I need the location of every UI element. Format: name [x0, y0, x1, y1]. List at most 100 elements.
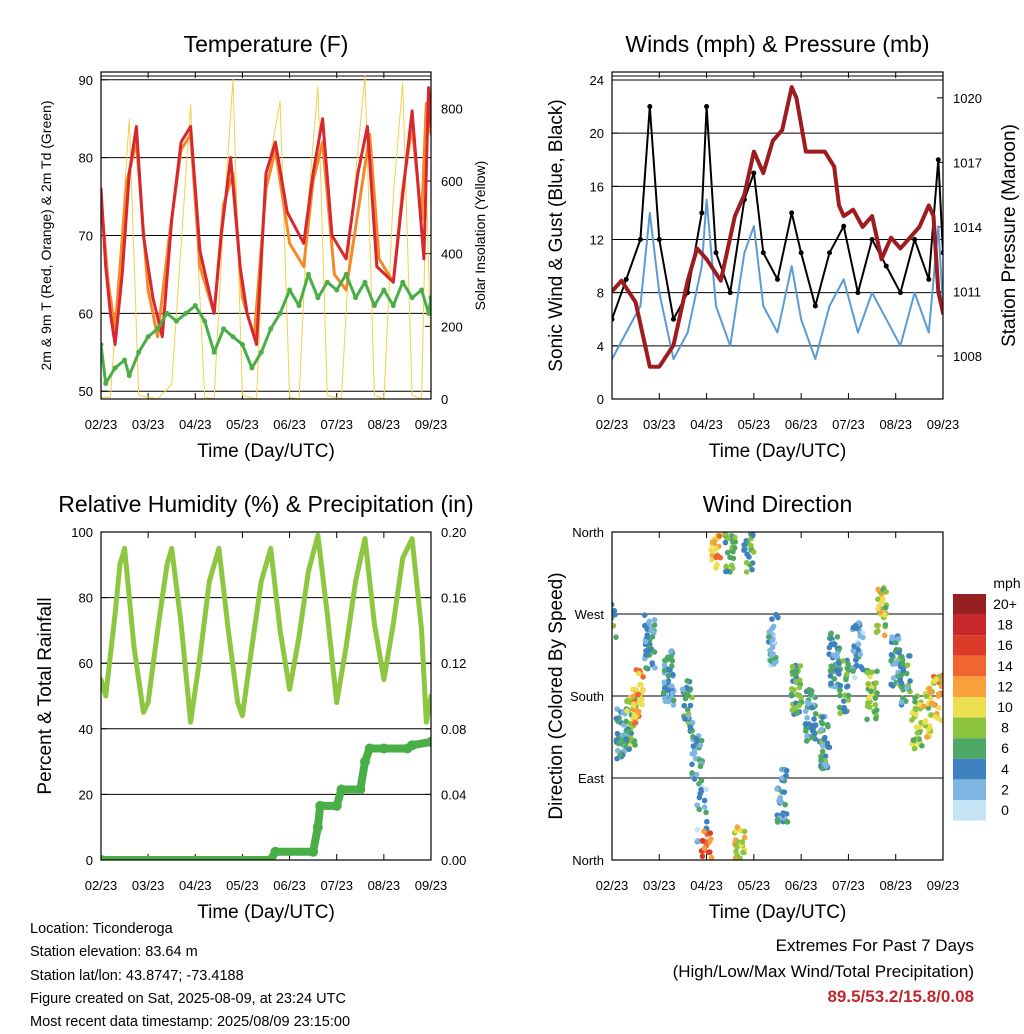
chart-panel-1: Temperature (F) Time (Day/UTC) 2m & 9m T (… [38, 31, 488, 462]
data-point [636, 700, 643, 706]
data-point [668, 683, 675, 689]
data-point [714, 561, 720, 568]
data-point [812, 722, 819, 728]
legend-swatch [953, 594, 986, 615]
x-tick-label: 05/23 [738, 417, 771, 432]
x-tick-label: 03/23 [132, 417, 165, 432]
chart-panel-3: Relative Humidity (%) & Precipitation (i… [35, 491, 474, 923]
y-axis-label: Sonic Wind & Gust (Blue, Black) [546, 99, 567, 371]
data-point [899, 654, 905, 660]
data-point [889, 635, 896, 642]
data-point [701, 797, 708, 804]
data-point [841, 223, 847, 229]
data-point [940, 683, 943, 690]
data-point [827, 673, 834, 679]
data-point [922, 719, 928, 726]
data-point [808, 704, 815, 711]
data-point [875, 596, 881, 603]
data-point [407, 740, 418, 751]
x-tick-label: 04/23 [690, 417, 723, 432]
y-right-tick-label: 0.20 [441, 525, 466, 540]
data-point [334, 287, 340, 293]
data-point [713, 250, 719, 256]
data-point [789, 663, 796, 670]
data-point [731, 534, 738, 541]
data-point [631, 720, 638, 726]
data-point [637, 236, 643, 242]
legend-swatch [953, 614, 986, 636]
data-point [750, 549, 757, 555]
data-point [873, 715, 879, 722]
data-point [708, 854, 715, 860]
data-point [765, 633, 772, 640]
data-point [696, 794, 703, 801]
y-tick-label: 8 [597, 286, 604, 301]
x-axis-label: Time (Day/UTC) [709, 441, 847, 462]
data-point [101, 342, 104, 347]
x-tick-label: 03/23 [132, 878, 165, 893]
data-point [173, 318, 179, 324]
data-point [855, 290, 861, 296]
data-point [308, 846, 319, 857]
data-point [641, 612, 648, 618]
y-right-tick-label: 600 [441, 174, 463, 189]
legend-label: 0 [1001, 802, 1009, 818]
y-tick-label: 24 [590, 73, 604, 88]
data-point [687, 724, 694, 731]
plot-area [101, 75, 431, 399]
data-point [409, 295, 415, 301]
data-point [853, 662, 860, 669]
data-point [798, 694, 804, 701]
chart-panel-2: Winds (mph) & Pressure (mb) Time (Day/UTC… [546, 31, 1020, 462]
data-point [623, 276, 629, 282]
data-point [296, 303, 302, 309]
chart-title: Wind Direction [703, 491, 853, 517]
data-point [798, 250, 804, 256]
data-point [770, 651, 776, 657]
data-point [906, 653, 912, 659]
data-point [835, 668, 842, 674]
data-point [696, 806, 703, 813]
data-point [784, 819, 791, 825]
y-right-tick-label: 0.00 [441, 853, 466, 868]
data-point [782, 801, 789, 808]
data-point [122, 357, 128, 363]
y-tick-label: 20 [79, 787, 93, 802]
data-point [828, 630, 834, 637]
data-point [633, 686, 639, 693]
data-point [652, 665, 658, 671]
plot-area [612, 532, 943, 860]
data-point [703, 786, 710, 793]
data-point [625, 728, 632, 735]
data-point [722, 532, 728, 537]
y-right-tick-label: 1008 [953, 349, 982, 364]
legend-label: 2 [1001, 781, 1009, 797]
data-point [925, 726, 932, 732]
y-tick-label: 0 [86, 853, 93, 868]
data-point [932, 714, 939, 720]
data-point [716, 533, 723, 539]
data-point [830, 652, 837, 658]
legend-label: 10 [997, 699, 1013, 715]
data-point [697, 763, 704, 770]
x-axis-label: Time (Day/UTC) [709, 902, 847, 923]
data-point [258, 349, 264, 355]
y-tick-label: 100 [71, 525, 93, 540]
data-point [710, 548, 716, 555]
data-point [661, 662, 668, 668]
y-right-tick-label: 800 [441, 101, 463, 116]
data-point [371, 303, 377, 309]
data-point [661, 679, 668, 686]
plot-frame [611, 71, 944, 400]
data-point [670, 316, 676, 322]
y-right-tick-label: 0.12 [441, 656, 466, 671]
x-tick-label: 09/23 [415, 417, 448, 432]
data-point [419, 287, 425, 293]
data-point [852, 657, 859, 663]
data-point [624, 708, 630, 714]
data-point [845, 697, 852, 703]
data-point [873, 629, 880, 635]
data-point [305, 271, 311, 277]
data-point [837, 710, 843, 717]
data-point [699, 837, 706, 844]
